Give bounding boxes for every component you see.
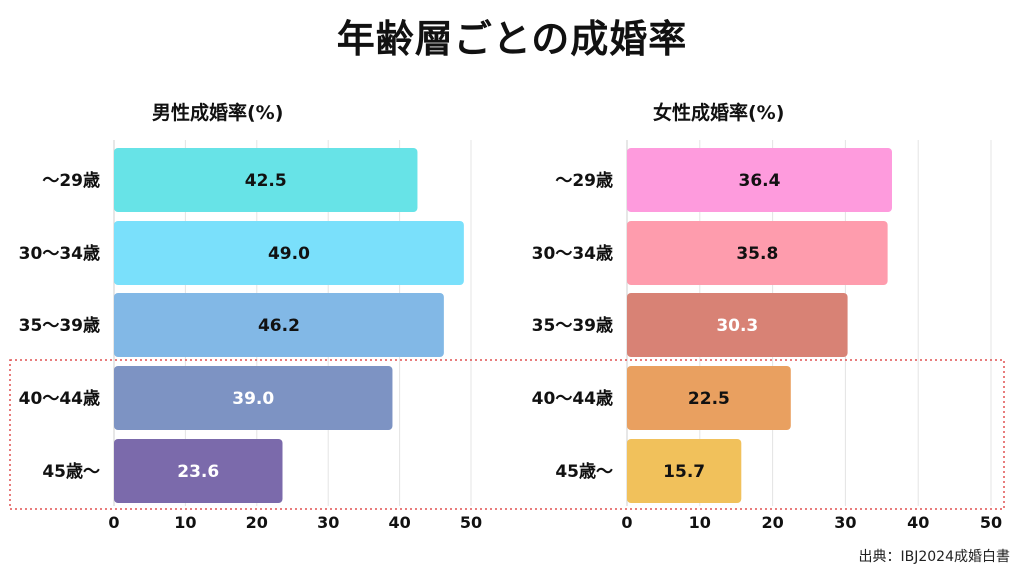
male-bar-value-label: 23.6 <box>177 462 219 482</box>
female-x-tick-label: 40 <box>907 513 929 532</box>
male-category-label: 45歳～ <box>42 461 100 482</box>
female-x-tick-label: 0 <box>621 513 632 532</box>
female-category-label: 45歳～ <box>555 461 613 482</box>
female-bar-value-label: 15.7 <box>663 462 705 482</box>
female-category-label: ～29歳 <box>555 170 613 191</box>
male-bar-value-label: 39.0 <box>232 389 274 409</box>
female-chart: 0 10 20 30 40 50 36.4 ～29歳 35.8 30～34歳 30.3 35～39歳 2… <box>532 140 1002 532</box>
male-bar <box>114 439 283 503</box>
male-chart: 0 10 20 30 40 50 42.5 ～29歳 49.0 30～34歳 46.2 35～39歳 3… <box>19 140 482 532</box>
male-bar-value-label: 42.5 <box>245 171 287 191</box>
male-x-tick-label: 30 <box>317 513 339 532</box>
female-chart-title: 女性成婚率(%) <box>653 102 785 124</box>
female-bar-value-label: 36.4 <box>739 171 781 191</box>
male-x-tick-label: 40 <box>388 513 410 532</box>
female-bar-value-label: 35.8 <box>736 244 778 264</box>
male-category-label: 40～44歳 <box>19 388 100 409</box>
female-bar <box>627 293 848 357</box>
female-category-label: 40～44歳 <box>532 388 613 409</box>
male-category-label: 35～39歳 <box>19 315 100 336</box>
male-x-tick-label: 20 <box>246 513 268 532</box>
female-bar-value-label: 30.3 <box>716 316 758 336</box>
female-category-label: 35～39歳 <box>532 315 613 336</box>
female-category-label: 30～34歳 <box>532 243 613 264</box>
female-bar <box>627 148 892 212</box>
source-note: 出典：IBJ2024成婚白書 <box>858 549 1011 565</box>
female-bar <box>627 366 791 430</box>
female-x-tick-label: 10 <box>689 513 711 532</box>
male-bar <box>114 148 418 212</box>
male-x-tick-label: 50 <box>460 513 482 532</box>
female-x-tick-label: 20 <box>761 513 783 532</box>
male-chart-title: 男性成婚率(%) <box>152 102 284 124</box>
female-bar <box>627 439 742 503</box>
highlight-box <box>9 359 1005 510</box>
female-x-tick-label: 50 <box>980 513 1002 532</box>
male-bar <box>114 221 464 285</box>
male-bar-value-label: 46.2 <box>258 316 300 336</box>
male-category-label: ～29歳 <box>42 170 100 191</box>
female-bar <box>627 221 888 285</box>
female-x-tick-label: 30 <box>834 513 856 532</box>
male-bar <box>114 366 393 430</box>
male-bar-value-label: 49.0 <box>268 244 310 264</box>
male-bar <box>114 293 444 357</box>
male-x-tick-label: 0 <box>108 513 119 532</box>
male-category-label: 30～34歳 <box>19 243 100 264</box>
page-title: 年齢層ごとの成婚率 <box>336 17 688 61</box>
female-bar-value-label: 22.5 <box>688 389 730 409</box>
male-x-tick-label: 10 <box>174 513 196 532</box>
